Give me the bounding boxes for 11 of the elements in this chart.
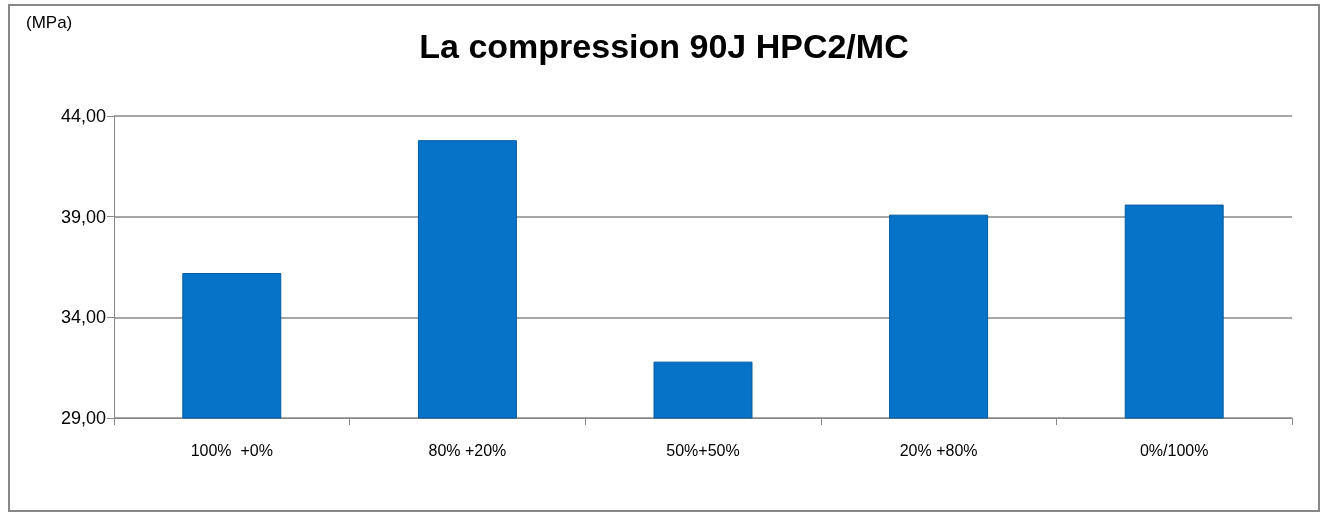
y-tick-label: 39,00: [60, 206, 106, 227]
x-tick-label: 0%/100%: [1139, 441, 1209, 459]
y-tick-label: 29,00: [60, 408, 106, 428]
x-tick-label: 20% +80%: [899, 441, 978, 459]
x-tick-label: 100% +0%: [190, 441, 273, 459]
y-tick-label: 34,00: [60, 307, 106, 328]
x-tick-label: 80% +20%: [428, 441, 507, 459]
x-tick-label: 50%+50%: [666, 441, 740, 459]
chart-title: La compression 90J HPC2/MC: [419, 27, 909, 65]
y-axis-title: (MPa): [26, 13, 73, 32]
y-tick-label: 44,00: [60, 106, 106, 126]
